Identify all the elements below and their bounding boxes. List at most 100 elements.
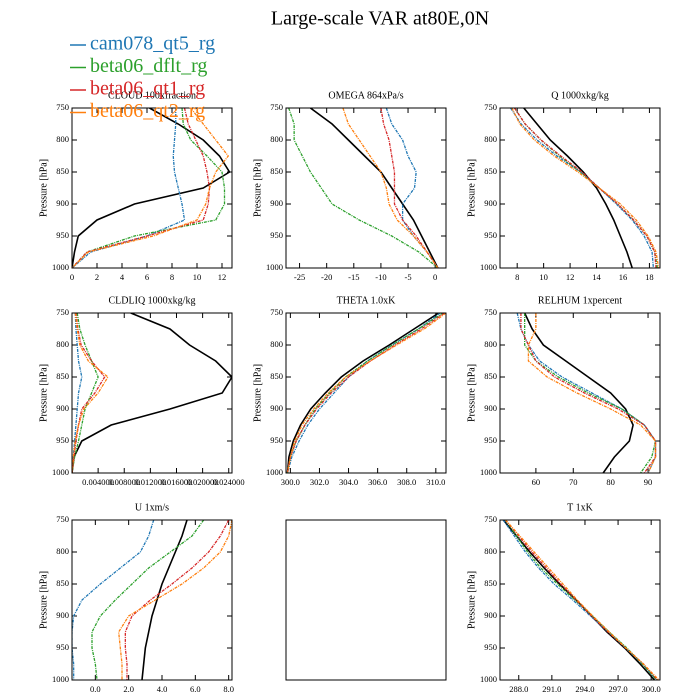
profile-line bbox=[286, 313, 441, 473]
profile-line bbox=[72, 520, 155, 680]
profile-line bbox=[72, 108, 211, 268]
y-tick-label: 750 bbox=[484, 102, 497, 112]
y-tick-label: 950 bbox=[270, 435, 283, 445]
x-tick-label: 294.0 bbox=[575, 684, 594, 694]
y-tick-label: 750 bbox=[270, 307, 283, 317]
x-tick-label: 2.0 bbox=[123, 684, 134, 694]
y-tick-label: 750 bbox=[270, 102, 283, 112]
profile-line bbox=[118, 520, 232, 680]
profile-line bbox=[288, 108, 439, 268]
y-tick-label: 800 bbox=[484, 546, 497, 556]
x-tick-label: 0.012000 bbox=[134, 477, 166, 487]
x-tick-label: 14 bbox=[592, 272, 601, 282]
x-tick-label: 0.008000 bbox=[108, 477, 140, 487]
x-tick-label: 8.0 bbox=[223, 684, 234, 694]
profile-line bbox=[380, 108, 439, 268]
y-tick-label: 900 bbox=[56, 403, 69, 413]
profile-line bbox=[385, 108, 439, 268]
panel-frame bbox=[71, 312, 233, 474]
legend-label: cam078_qt5_rg bbox=[90, 33, 215, 55]
profile-line bbox=[72, 108, 226, 268]
profile-line bbox=[309, 108, 439, 268]
panel-frame bbox=[71, 519, 233, 681]
x-tick-label: 304.0 bbox=[339, 477, 358, 487]
x-tick-label: -15 bbox=[348, 272, 359, 282]
y-tick-label: 800 bbox=[270, 134, 283, 144]
y-tick-label: 900 bbox=[270, 403, 283, 413]
y-tick-label: 950 bbox=[484, 230, 497, 240]
x-tick-label: -5 bbox=[404, 272, 411, 282]
y-tick-label: 850 bbox=[484, 166, 497, 176]
y-axis-label: Pressure [hPa] bbox=[466, 159, 477, 217]
y-axis-label: Pressure [hPa] bbox=[252, 159, 263, 217]
panel-title: CLDLIQ 1000xkg/kg bbox=[109, 295, 196, 306]
x-tick-label: 306.0 bbox=[368, 477, 387, 487]
y-tick-label: 800 bbox=[270, 339, 283, 349]
panel-title: THETA 1.0xK bbox=[337, 295, 396, 306]
y-tick-label: 850 bbox=[56, 371, 69, 381]
profile-line bbox=[286, 313, 445, 473]
x-tick-label: 0.004000 bbox=[82, 477, 114, 487]
y-tick-label: 900 bbox=[484, 403, 497, 413]
y-tick-label: 750 bbox=[56, 514, 69, 524]
profile-line bbox=[514, 108, 657, 268]
y-tick-label: 1000 bbox=[52, 262, 69, 272]
x-tick-label: 8 bbox=[515, 272, 519, 282]
panel-title: U 1xm/s bbox=[135, 502, 169, 513]
y-tick-label: 850 bbox=[270, 166, 283, 176]
profile-line bbox=[520, 313, 657, 473]
panel-frame bbox=[499, 312, 661, 474]
panel-frame bbox=[285, 519, 447, 681]
y-tick-label: 900 bbox=[484, 610, 497, 620]
profile-line bbox=[514, 108, 659, 268]
x-tick-label: -25 bbox=[294, 272, 305, 282]
x-tick-label: 0 bbox=[70, 272, 74, 282]
x-tick-label: 0 bbox=[433, 272, 437, 282]
x-tick-label: 310.0 bbox=[426, 477, 445, 487]
x-tick-label: 300.0 bbox=[281, 477, 300, 487]
y-tick-label: 900 bbox=[484, 198, 497, 208]
x-tick-label: 12 bbox=[218, 272, 227, 282]
x-tick-label: 80 bbox=[606, 477, 615, 487]
y-tick-label: 800 bbox=[56, 546, 69, 556]
profile-line bbox=[510, 108, 655, 268]
profile-line bbox=[523, 108, 633, 268]
panel-title: T 1xK bbox=[567, 502, 593, 513]
profile-line bbox=[72, 313, 106, 473]
x-tick-label: 297.0 bbox=[609, 684, 628, 694]
x-tick-label: 16 bbox=[619, 272, 628, 282]
profile-line bbox=[286, 313, 444, 473]
panel-title: OMEGA 864xPa/s bbox=[328, 90, 403, 101]
y-tick-label: 850 bbox=[270, 371, 283, 381]
legend-label: beta06_qt1_rg bbox=[90, 78, 205, 100]
x-tick-label: 291.0 bbox=[542, 684, 561, 694]
profile-line bbox=[72, 108, 230, 268]
profile-line bbox=[523, 313, 634, 473]
y-tick-label: 850 bbox=[56, 166, 69, 176]
x-tick-label: 10 bbox=[193, 272, 202, 282]
panel-frame bbox=[499, 519, 661, 681]
x-tick-label: 288.0 bbox=[509, 684, 528, 694]
x-tick-label: 302.0 bbox=[310, 477, 329, 487]
profile-line bbox=[286, 313, 440, 473]
panel-title: RELHUM 1xpercent bbox=[538, 295, 622, 306]
y-tick-label: 1000 bbox=[480, 674, 497, 684]
profile-line bbox=[91, 520, 205, 680]
x-tick-label: 18 bbox=[645, 272, 654, 282]
x-tick-label: 0.024000 bbox=[213, 477, 245, 487]
y-tick-label: 950 bbox=[56, 230, 69, 240]
profile-line bbox=[286, 313, 446, 473]
profile-line bbox=[516, 313, 657, 473]
profile-line bbox=[72, 108, 186, 268]
panel-frame bbox=[71, 107, 233, 269]
y-tick-label: 950 bbox=[56, 642, 69, 652]
y-tick-label: 1000 bbox=[266, 467, 283, 477]
x-tick-label: 308.0 bbox=[397, 477, 416, 487]
x-tick-label: -20 bbox=[321, 272, 332, 282]
y-tick-label: 850 bbox=[484, 371, 497, 381]
x-tick-label: 12 bbox=[566, 272, 575, 282]
x-tick-label: 60 bbox=[532, 477, 541, 487]
x-tick-label: 4 bbox=[120, 272, 125, 282]
y-tick-label: 850 bbox=[56, 578, 69, 588]
